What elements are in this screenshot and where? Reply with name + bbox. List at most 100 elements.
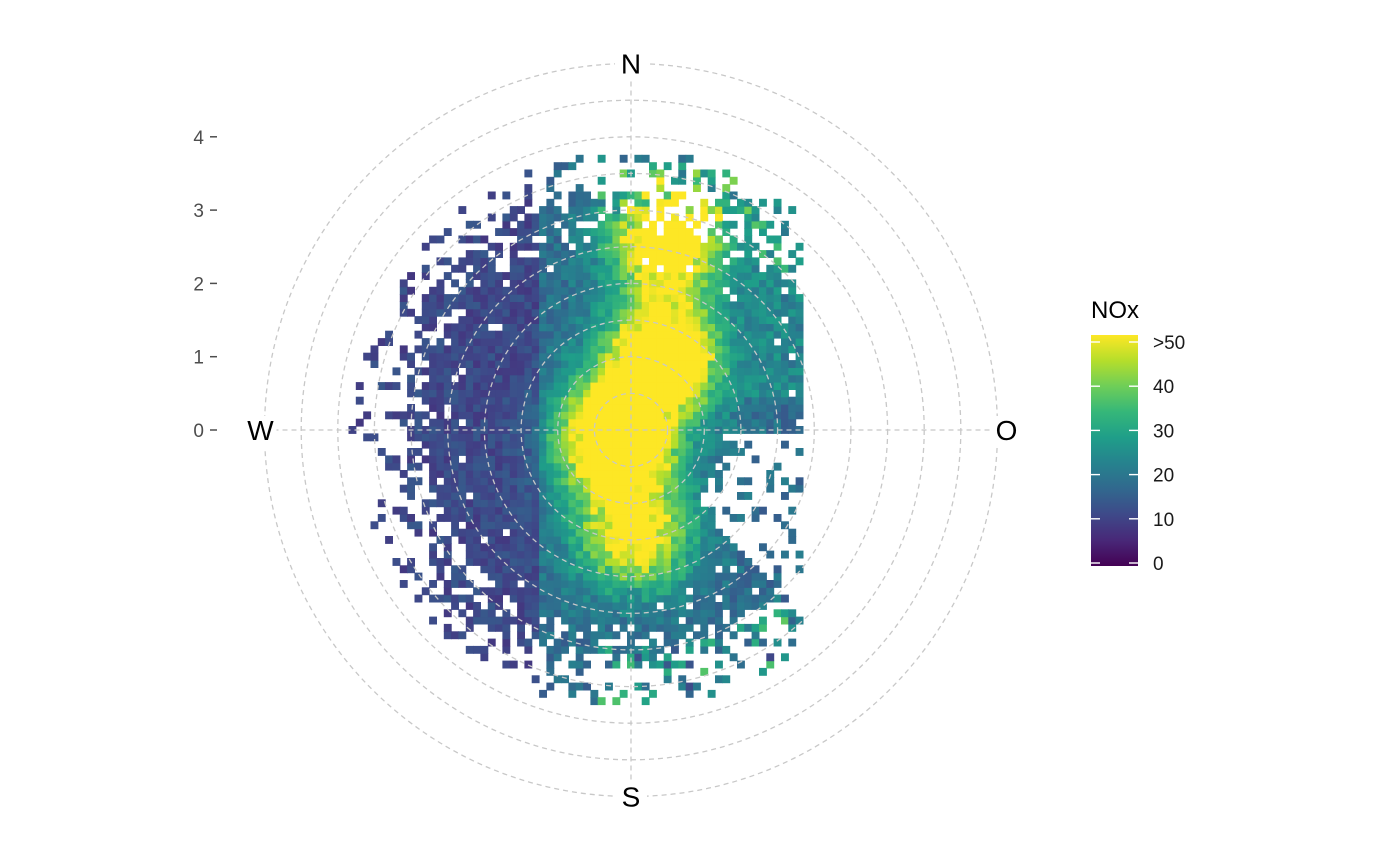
heatmap-cell: [751, 257, 760, 266]
heatmap-cell: [414, 528, 423, 537]
heatmap-cell: [685, 558, 694, 566]
heatmap-cell: [487, 338, 496, 346]
heatmap-cell: [678, 360, 687, 368]
heatmap-cell: [729, 272, 738, 280]
heatmap-cell: [539, 484, 547, 493]
heatmap-cell: [795, 550, 804, 559]
heatmap-cell: [678, 660, 687, 669]
heatmap-cell: [641, 514, 650, 522]
heatmap-cell: [729, 418, 738, 427]
heatmap-cell: [480, 470, 489, 478]
heatmap-cell: [458, 301, 467, 310]
heatmap-cell: [722, 279, 731, 288]
heatmap-cell: [517, 272, 525, 280]
heatmap-cell: [539, 426, 547, 434]
heatmap-cell: [495, 286, 503, 295]
heatmap-cell: [561, 308, 569, 317]
heatmap-cell: [612, 308, 621, 317]
heatmap-cell: [546, 242, 555, 251]
heatmap-cell: [465, 389, 474, 398]
heatmap-cell: [671, 580, 679, 588]
heatmap-cell: [612, 609, 621, 618]
heatmap-cell: [597, 228, 606, 236]
heatmap-cell: [524, 462, 533, 471]
heatmap-cell: [656, 169, 665, 178]
heatmap-cell: [619, 462, 628, 471]
heatmap-cell: [531, 609, 540, 618]
heatmap-cell: [561, 462, 569, 471]
heatmap-cell: [656, 316, 665, 324]
heatmap-cell: [605, 352, 613, 361]
heatmap-cell: [612, 213, 621, 222]
heatmap-cell: [649, 602, 657, 610]
heatmap-cell: [568, 543, 577, 552]
heatmap-cell: [531, 594, 540, 603]
heatmap-cell: [561, 528, 569, 537]
heatmap-cell: [590, 418, 599, 427]
heatmap-cell: [751, 594, 760, 603]
heatmap-cell: [429, 616, 437, 625]
heatmap-cell: [649, 367, 657, 376]
heatmap-cell: [722, 338, 731, 346]
heatmap-cell: [524, 440, 533, 449]
heatmap-cell: [663, 228, 672, 236]
heatmap-cell: [656, 543, 665, 552]
heatmap-cell: [531, 345, 540, 354]
heatmap-cell: [443, 470, 452, 478]
heatmap-cell: [700, 316, 709, 324]
heatmap-cell: [605, 587, 613, 596]
heatmap-cell: [553, 587, 562, 596]
heatmap-cell: [663, 367, 672, 376]
heatmap-cell: [707, 228, 716, 236]
heatmap-cell: [487, 389, 496, 398]
heatmap-cell: [781, 389, 789, 398]
heatmap-cell: [561, 330, 569, 339]
heatmap-cell: [487, 448, 496, 456]
heatmap-cell: [575, 345, 584, 354]
heatmap-cell: [443, 477, 452, 486]
heatmap-cell: [583, 264, 591, 273]
heatmap-cell: [546, 279, 555, 288]
heatmap-cell: [502, 470, 511, 478]
heatmap-cell: [561, 323, 569, 332]
heatmap-cell: [531, 565, 540, 574]
heatmap-cell: [546, 257, 555, 266]
heatmap-cell: [546, 213, 555, 222]
heatmap-cell: [495, 308, 503, 317]
heatmap-cell: [612, 565, 621, 574]
heatmap-cell: [751, 323, 760, 332]
heatmap-cell: [451, 462, 459, 471]
heatmap-cell: [539, 521, 547, 530]
heatmap-cell: [590, 462, 599, 471]
heatmap-cell: [671, 499, 679, 508]
heatmap-cell: [656, 645, 665, 654]
heatmap-cell: [443, 352, 452, 361]
heatmap-cell: [531, 242, 540, 251]
heatmap-cell: [583, 242, 591, 251]
heatmap-cell: [546, 682, 555, 691]
radial-tick-label: 2: [193, 274, 204, 295]
heatmap-cell: [583, 301, 591, 310]
heatmap-cell: [788, 206, 797, 214]
heatmap-cell: [451, 499, 459, 508]
heatmap-cell: [649, 492, 657, 500]
heatmap-cell: [751, 404, 760, 412]
heatmap-cell: [575, 330, 584, 339]
heatmap-cell: [473, 609, 481, 618]
heatmap-cell: [671, 433, 679, 442]
heatmap-cell: [685, 462, 694, 471]
heatmap-cell: [649, 470, 657, 478]
heatmap-cell: [795, 316, 804, 324]
heatmap-cell: [583, 645, 591, 654]
heatmap-cell: [553, 492, 562, 500]
heatmap-cell: [487, 433, 496, 442]
heatmap-cell: [605, 536, 613, 544]
heatmap-cell: [707, 418, 716, 427]
heatmap-cell: [700, 506, 709, 515]
heatmap-cell: [619, 580, 628, 588]
heatmap-cell: [487, 543, 496, 552]
heatmap-cell: [663, 667, 672, 676]
heatmap-cell: [509, 286, 518, 295]
heatmap-cell: [700, 352, 709, 361]
heatmap-cell: [627, 616, 635, 625]
